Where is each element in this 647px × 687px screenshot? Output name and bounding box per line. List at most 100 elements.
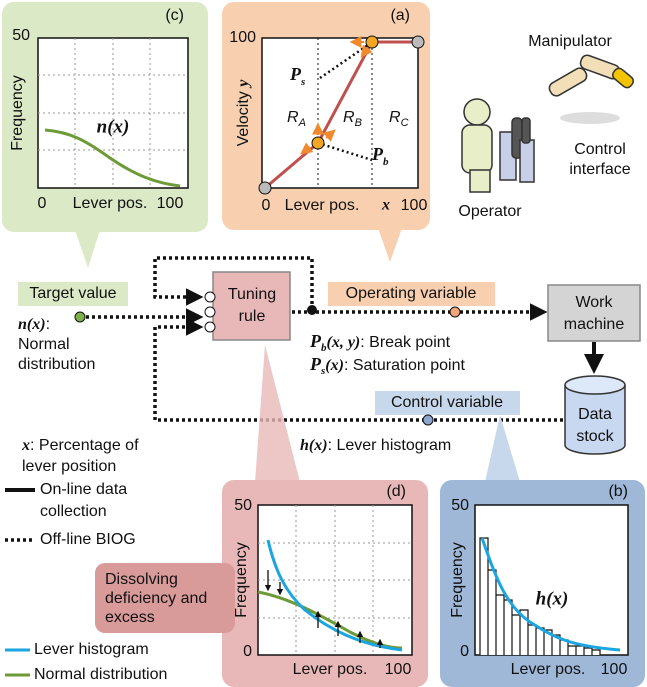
label: s bbox=[300, 76, 305, 88]
label: collection bbox=[40, 503, 107, 520]
shape bbox=[520, 140, 534, 182]
shape bbox=[522, 118, 530, 143]
shape bbox=[378, 228, 402, 262]
shape bbox=[412, 36, 424, 48]
label: Off-line BIOG bbox=[40, 531, 136, 548]
label: (c) bbox=[165, 7, 184, 24]
label: lever position bbox=[22, 458, 116, 475]
label: R bbox=[389, 109, 401, 126]
shape bbox=[450, 307, 460, 317]
label: B bbox=[355, 117, 362, 129]
panel-b: (b) 50 0 Frequency Lever pos. 100 h(x) bbox=[440, 415, 645, 687]
label: excess bbox=[105, 609, 155, 626]
label: 50 bbox=[234, 497, 252, 514]
shape bbox=[75, 312, 85, 322]
flow: Tuning rule Target value Operating varia… bbox=[18, 258, 640, 475]
label: x bbox=[21, 437, 30, 454]
label: Lever pos. bbox=[293, 661, 368, 678]
label: : Percentage of bbox=[30, 437, 139, 454]
panel-a: (a) 100 Velocity y 0 Lever pos. x 100 RA… bbox=[222, 2, 430, 262]
shape bbox=[560, 112, 620, 124]
label: n(x) bbox=[97, 116, 130, 137]
label: 50 bbox=[451, 497, 469, 514]
shape bbox=[470, 170, 490, 192]
diagram: (c) 50 Frequency 0 Lever pos. 100 n(x) (… bbox=[0, 0, 647, 687]
label: (x, y) bbox=[327, 334, 361, 351]
label: stock bbox=[576, 428, 614, 445]
label: Lever pos. bbox=[73, 195, 148, 212]
label: (b) bbox=[608, 483, 628, 500]
label: 0 bbox=[38, 195, 47, 212]
panel-c: (c) 50 Frequency 0 Lever pos. 100 n(x) bbox=[2, 2, 208, 268]
shape bbox=[312, 137, 324, 149]
label: : bbox=[46, 316, 50, 333]
shape bbox=[423, 415, 433, 425]
label: n(x) bbox=[18, 316, 46, 333]
label: : Break point bbox=[360, 334, 450, 351]
shape bbox=[366, 36, 378, 48]
label: h(x) bbox=[536, 588, 569, 609]
label: x bbox=[381, 197, 390, 214]
label: Manipulator bbox=[528, 33, 612, 50]
label: R bbox=[343, 109, 355, 126]
shape bbox=[464, 99, 490, 125]
saturation-point: Ps(x): Saturation point bbox=[309, 354, 465, 376]
label: 100 bbox=[157, 195, 184, 212]
label: Frequency bbox=[9, 75, 26, 151]
label: : Lever histogram bbox=[328, 437, 452, 454]
label: (x) bbox=[325, 357, 344, 374]
n-definition: n(x): bbox=[18, 316, 50, 334]
label: On-line data bbox=[40, 481, 127, 498]
label: A bbox=[298, 117, 306, 129]
label: : Saturation point bbox=[344, 357, 466, 374]
label: deficiency and bbox=[105, 590, 207, 607]
label: Operating variable bbox=[346, 285, 477, 302]
y-axis-title: Velocity y bbox=[235, 79, 253, 147]
label: machine bbox=[564, 316, 625, 333]
shape bbox=[565, 376, 625, 394]
label: rule bbox=[239, 308, 266, 325]
label: Data bbox=[578, 406, 612, 423]
label: C bbox=[401, 117, 409, 129]
label: Lever pos. bbox=[285, 197, 360, 214]
label: Control bbox=[574, 141, 626, 158]
label: 100 bbox=[229, 29, 256, 46]
label: h(x) bbox=[300, 437, 328, 454]
label: 100 bbox=[385, 661, 412, 678]
label: Frequency bbox=[233, 542, 250, 618]
label: 100 bbox=[601, 661, 628, 678]
label: Dissolving bbox=[105, 571, 178, 588]
shape bbox=[547, 66, 589, 98]
label: Lever pos. bbox=[511, 661, 586, 678]
x-definition: x: Percentage of bbox=[21, 437, 139, 455]
label: 0 bbox=[243, 643, 252, 660]
label: distribution bbox=[18, 356, 95, 373]
shape bbox=[75, 230, 100, 268]
shape bbox=[259, 182, 271, 194]
shape bbox=[307, 305, 317, 315]
label: R bbox=[287, 109, 299, 126]
label: Work bbox=[575, 294, 613, 311]
shape bbox=[462, 125, 492, 173]
label: Control variable bbox=[391, 394, 503, 411]
label: (d) bbox=[386, 483, 406, 500]
label: Frequency bbox=[449, 542, 466, 618]
shape bbox=[213, 272, 290, 340]
shape bbox=[205, 292, 215, 302]
label: (a) bbox=[390, 7, 410, 24]
label: 50 bbox=[12, 27, 30, 44]
label: b bbox=[383, 156, 389, 168]
label: 100 bbox=[401, 197, 428, 214]
shape bbox=[205, 322, 215, 332]
label: interface bbox=[569, 161, 630, 178]
shape bbox=[485, 415, 520, 482]
label: Target value bbox=[29, 285, 116, 302]
break-point: Pb(x, y): Break point bbox=[309, 331, 451, 353]
label: Lever histogram bbox=[34, 641, 149, 658]
scene: Manipulator Control interface Operator bbox=[458, 33, 635, 220]
label: Operator bbox=[458, 203, 522, 220]
shape bbox=[255, 345, 300, 482]
h-definition: h(x): Lever histogram bbox=[300, 437, 451, 455]
label: y bbox=[235, 79, 252, 89]
label: Velocity bbox=[235, 91, 252, 146]
